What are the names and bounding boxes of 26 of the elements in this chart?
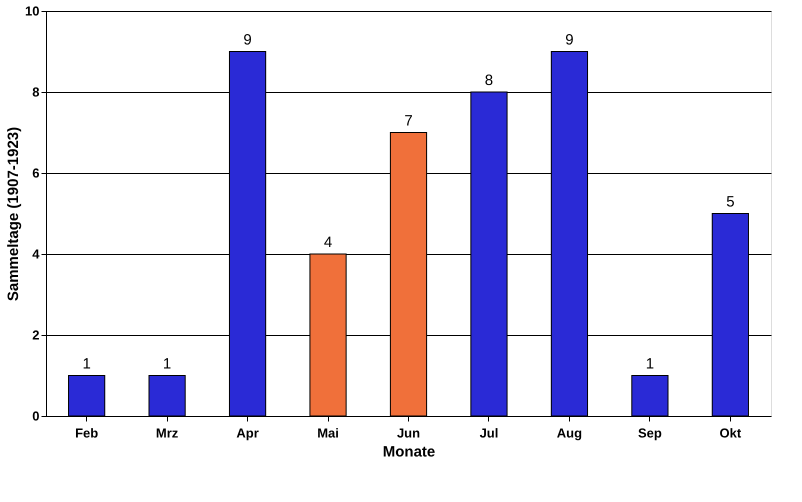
data-label: 7 [404, 112, 413, 130]
x-axis-title: Monate [382, 444, 436, 460]
data-label: 5 [726, 194, 735, 210]
x-tick-label: Mrz [156, 426, 179, 440]
x-tick-label: Apr [236, 426, 259, 440]
y-tick-label: 2 [32, 328, 40, 342]
data-label: 1 [162, 356, 172, 372]
y-tick-label: 4 [32, 246, 40, 262]
data-label: 1 [82, 356, 91, 372]
data-label: 4 [324, 234, 332, 251]
data-label: 1 [646, 356, 654, 372]
data-label: 8 [484, 72, 494, 89]
y-tick-label: 8 [32, 84, 40, 100]
x-tick-label: Jun [396, 426, 420, 440]
data-label: 9 [565, 32, 574, 48]
x-tick-label: Aug [556, 426, 582, 440]
y-tick-label: 10 [25, 4, 40, 18]
y-tick-label: 6 [32, 166, 40, 180]
data-label: 9 [243, 32, 252, 48]
x-tick-label: Jul [480, 426, 498, 440]
x-tick-label: Feb [75, 426, 98, 440]
x-tick-label: Okt [720, 426, 742, 440]
x-tick-label: Mai [317, 426, 339, 440]
y-axis-title: Sammeltage (1907-1923) [5, 126, 22, 302]
x-tick-label: Sep [638, 426, 662, 440]
y-tick-label: 0 [32, 408, 40, 424]
